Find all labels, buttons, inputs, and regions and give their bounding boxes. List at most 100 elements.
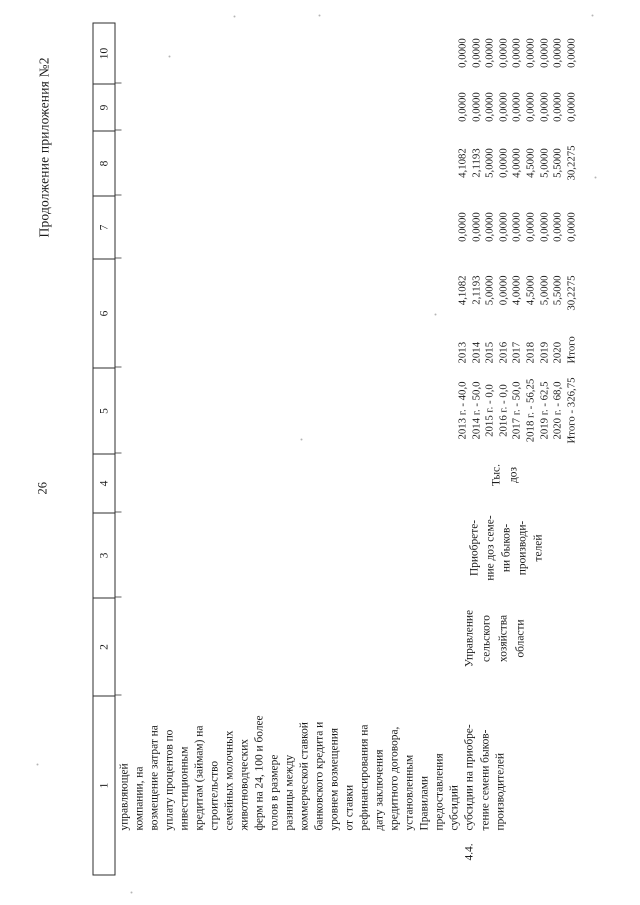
target-line: 2013 г. - 40,0: [456, 380, 468, 440]
text-line: голов в размере: [268, 754, 280, 830]
text-line: области: [514, 618, 526, 658]
text-line: ние доз семе-: [484, 514, 496, 581]
year-label: 2017: [510, 341, 523, 363]
amount-line: 0,0000: [551, 211, 564, 242]
column-divider-stub: [114, 451, 121, 453]
text-line: хозяйства: [497, 614, 509, 662]
amount-line: 0,0000: [469, 91, 482, 122]
text-line: рефинансирования на: [358, 724, 370, 830]
text-line: от ставки: [343, 784, 355, 830]
amount-line: 0,0000: [551, 37, 564, 68]
text-line: ни быков-: [500, 523, 512, 572]
amount-line: 30,2275: [564, 144, 577, 181]
year-label: 2019: [537, 341, 550, 363]
amount-line: 0,0000: [496, 211, 509, 242]
year-amount-line: 2013 4,1082: [456, 258, 470, 367]
text-line: возмещение затрат на: [148, 724, 160, 830]
text-line: уплату процентов по: [163, 729, 175, 830]
row-4-4-col5-yearly-targets: 2013 г. - 40,0 2014 г. - 50,0 2015 г. - 0,…: [456, 367, 578, 453]
value-label: 30,2275: [564, 275, 577, 311]
text-line: Приобрете-: [468, 519, 480, 576]
amount-line: 0,0000: [564, 37, 577, 68]
column-header: 10: [97, 47, 110, 59]
amount-line: 0,0000: [537, 91, 550, 122]
amount-line: 0,0000: [510, 91, 523, 122]
scan-speck: [591, 14, 593, 16]
value-label: 5,0000: [483, 275, 496, 305]
year-amount-line: 2014 2,1193: [470, 258, 484, 367]
text-line: производи-: [516, 520, 528, 575]
column-divider-stub: [114, 256, 121, 258]
column-divider-stub: [114, 193, 121, 195]
text-line: животноводческих: [238, 738, 250, 831]
text-line: ферм на 24, 100 и более: [253, 714, 265, 830]
row-4-4-col9-amounts: 0,0000 0,0000 0,0000 0,0000 0,0000 0,0000 0,00…: [456, 83, 578, 130]
text-line: семейных молочных: [223, 730, 235, 830]
amount-line: 0,0000: [456, 91, 468, 122]
column-divider-stub: [114, 365, 121, 367]
amount-line: 0,0000: [496, 37, 509, 68]
appendix-continuation-label: Продолжение приложения №2: [36, 56, 51, 237]
year-amount-line: 2015 5,0000: [483, 258, 497, 367]
value-label: 0,0000: [496, 275, 509, 305]
column-header: 2: [93, 597, 114, 695]
amount-line: 0,0000: [510, 37, 523, 68]
year-amount-line: 2019 5,0000: [538, 258, 552, 367]
amount-line: 4,0000: [510, 147, 523, 178]
text-line: субсидий: [448, 784, 460, 830]
amount-line: 4,5000: [523, 147, 536, 178]
text-line: кредитам (займам) на: [193, 725, 205, 830]
year-label: 2013: [456, 341, 468, 363]
text-line: Правилами: [418, 775, 430, 831]
row-4-4-col8-amounts: 4,1082 2,1193 5,0000 0,0000 4,0000 4,5000 5,00…: [456, 130, 578, 195]
row-4-4-col1-name: субсидии на приобре-тение семени быков-п…: [462, 724, 509, 830]
column-header: 4: [93, 453, 114, 512]
amount-line: 2,1193: [469, 147, 482, 178]
row-4-4-col6-year-amounts: 2013 4,1082 2014 2,1193 2015 5,0000 2016 0,0000…: [456, 258, 578, 367]
text-line: Управление: [463, 609, 475, 667]
column-header: 3: [93, 512, 114, 597]
amount-line: 0,0000: [496, 91, 509, 122]
text-line: управляющей: [118, 762, 130, 830]
text-line: субсидии на приобре-: [463, 723, 475, 830]
text-line: кредитного договора,: [388, 726, 400, 830]
row-4-4-number: 4.4.: [463, 842, 475, 860]
text-line: уровнем возмещения: [328, 727, 340, 830]
amount-line: 0,0000: [483, 37, 496, 68]
text-line: телей: [532, 534, 544, 561]
amount-line: 0,0000: [469, 37, 482, 68]
column-header: 7: [93, 195, 114, 258]
amount-line: 5,0000: [483, 147, 496, 178]
value-label: 5,5000: [551, 275, 564, 305]
amount-line: 0,0000: [510, 211, 523, 242]
column-header: 9: [93, 83, 114, 130]
text-line: коммерческой ставкой: [298, 721, 310, 830]
value-label: 4,1082: [456, 275, 468, 305]
text-line: установленным: [403, 754, 415, 830]
year-amount-line: 2020 5,5000: [551, 258, 565, 367]
amount-line: 0,0000: [456, 37, 468, 68]
year-amount-line: 2018 4,5000: [524, 258, 538, 367]
scan-speck: [36, 763, 38, 765]
row-continuation-col1-text: управляющей компании, на возмещение затрат…: [117, 715, 462, 830]
amount-line: 0,0000: [483, 211, 496, 242]
text-line: доз: [507, 466, 519, 483]
table-header-row: 1 2 3 4 5 6 7 8 9 10: [92, 22, 115, 875]
target-line: 2020 г. - 68,0: [551, 380, 564, 440]
amount-line: 0,0000: [456, 211, 468, 242]
value-label: 4,5000: [523, 275, 536, 305]
year-label: Итого: [564, 335, 577, 363]
column-divider-stub: [114, 81, 121, 83]
column-header: 1: [93, 695, 114, 874]
text-line: банковского кредита и: [313, 721, 325, 830]
amount-line: 5,5000: [551, 147, 564, 178]
year-amount-line: 2016 0,0000: [497, 258, 511, 367]
target-line: 2015 г. - 0,0: [483, 383, 496, 437]
amount-line: 0,0000: [551, 91, 564, 122]
year-amount-line: 2017 4,0000: [510, 258, 524, 367]
text-line: разницы между: [283, 754, 295, 830]
amount-line: 0,0000: [564, 211, 577, 242]
amount-line: 0,0000: [537, 37, 550, 68]
value-label: 4,0000: [510, 275, 523, 305]
amount-line: 5,0000: [537, 147, 550, 178]
